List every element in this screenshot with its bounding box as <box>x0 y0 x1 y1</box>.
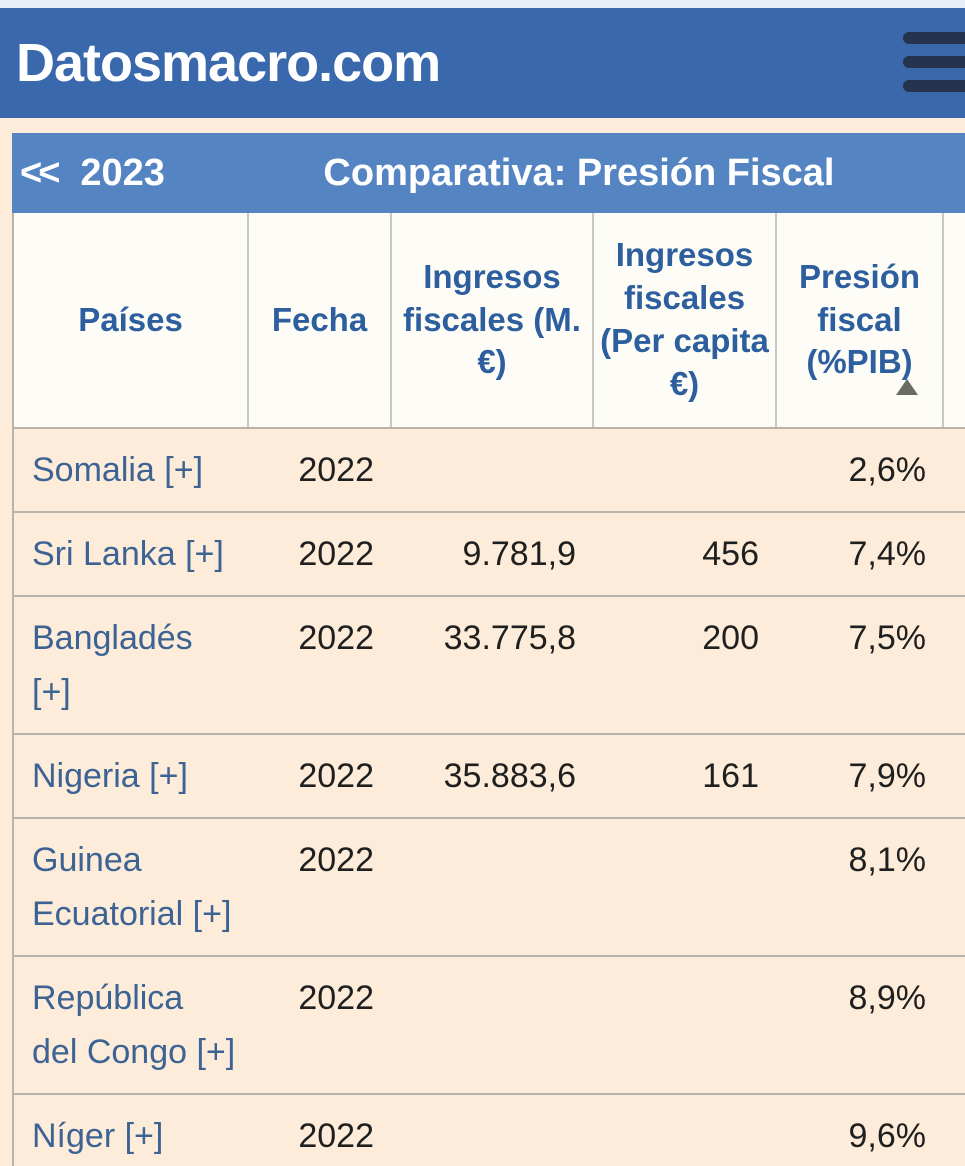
table-row: Níger [+] 2022 9,6% <box>12 1094 965 1166</box>
page-title: Comparativa: Presión Fiscal <box>323 151 835 194</box>
table-row: Guinea Ecuatorial [+] 2022 8,1% <box>12 818 965 957</box>
empty-cell <box>943 596 965 735</box>
fecha-cell: 2022 <box>248 512 391 597</box>
empty-cell <box>943 428 965 513</box>
ingresos-cell: 33.775,8 <box>391 596 593 735</box>
empty-cell <box>943 818 965 957</box>
site-title[interactable]: Datosmacro.com <box>16 33 441 93</box>
presion-cell: 7,4% <box>776 512 943 597</box>
per-capita-cell: 456 <box>593 512 776 597</box>
country-link[interactable]: Nigeria [+] <box>12 734 248 819</box>
per-capita-cell: 161 <box>593 734 776 819</box>
ingresos-cell <box>391 818 593 957</box>
ingresos-cell <box>391 1094 593 1166</box>
previous-year-link[interactable]: << 2023 <box>12 152 165 195</box>
hamburger-bar <box>903 80 965 92</box>
column-header-fecha[interactable]: Fecha <box>248 213 392 429</box>
country-link[interactable]: República del Congo [+] <box>12 956 248 1095</box>
year-label: 2023 <box>80 151 165 194</box>
presion-cell: 2,6% <box>776 428 943 513</box>
fecha-cell: 2022 <box>248 818 391 957</box>
table-header-row: Países Fecha Ingresos fiscales (M. €) In… <box>12 213 965 429</box>
ingresos-cell <box>391 428 593 513</box>
per-capita-cell: 200 <box>593 596 776 735</box>
empty-cell <box>943 512 965 597</box>
country-link[interactable]: Níger [+] <box>12 1094 248 1166</box>
country-link[interactable]: Sri Lanka [+] <box>12 512 248 597</box>
table-row: Nigeria [+] 2022 35.883,6 161 7,9% <box>12 734 965 819</box>
table-row: Sri Lanka [+] 2022 9.781,9 456 7,4% <box>12 512 965 597</box>
fecha-cell: 2022 <box>248 956 391 1095</box>
per-capita-cell <box>593 818 776 957</box>
column-header-ingresos-per-capita[interactable]: Ingresos fiscales (Per capita €) <box>593 213 777 429</box>
empty-cell <box>943 956 965 1095</box>
ingresos-cell: 9.781,9 <box>391 512 593 597</box>
ingresos-cell <box>391 956 593 1095</box>
table-row: Somalia [+] 2022 2,6% <box>12 428 965 513</box>
country-link[interactable]: Guinea Ecuatorial [+] <box>12 818 248 957</box>
fecha-cell: 2022 <box>248 734 391 819</box>
table-row: Bangladés [+] 2022 33.775,8 200 7,5% <box>12 596 965 735</box>
country-link[interactable]: Somalia [+] <box>12 428 248 513</box>
fecha-cell: 2022 <box>248 1094 391 1166</box>
presion-cell: 7,9% <box>776 734 943 819</box>
table-row: República del Congo [+] 2022 8,9% <box>12 956 965 1095</box>
per-capita-cell <box>593 956 776 1095</box>
hamburger-menu-icon[interactable] <box>903 32 965 92</box>
presion-cell: 8,1% <box>776 818 943 957</box>
hamburger-bar <box>903 56 965 68</box>
empty-cell <box>943 1094 965 1166</box>
per-capita-cell <box>593 428 776 513</box>
fiscal-pressure-table: Países Fecha Ingresos fiscales (M. €) In… <box>12 213 965 1166</box>
status-strip <box>0 0 965 8</box>
column-header-empty <box>943 213 965 429</box>
hamburger-bar <box>903 32 965 44</box>
fecha-cell: 2022 <box>248 428 391 513</box>
fecha-cell: 2022 <box>248 596 391 735</box>
sort-ascending-icon[interactable] <box>896 379 918 395</box>
empty-cell <box>943 734 965 819</box>
column-header-presion-fiscal-label: Presión fiscal (%PIB) <box>798 257 921 381</box>
main-header: Datosmacro.com <box>0 8 965 118</box>
column-header-ingresos-fiscales[interactable]: Ingresos fiscales (M. €) <box>391 213 594 429</box>
ingresos-cell: 35.883,6 <box>391 734 593 819</box>
presion-cell: 8,9% <box>776 956 943 1095</box>
presion-cell: 7,5% <box>776 596 943 735</box>
back-arrows-icon: << <box>20 151 60 194</box>
page-toolbar: << 2023 Comparativa: Presión Fiscal <box>12 133 965 213</box>
presion-cell: 9,6% <box>776 1094 943 1166</box>
column-header-paises[interactable]: Países <box>12 213 249 429</box>
column-header-presion-fiscal[interactable]: Presión fiscal (%PIB) <box>776 213 944 429</box>
country-link[interactable]: Bangladés [+] <box>12 596 248 735</box>
spacer <box>0 118 965 133</box>
per-capita-cell <box>593 1094 776 1166</box>
